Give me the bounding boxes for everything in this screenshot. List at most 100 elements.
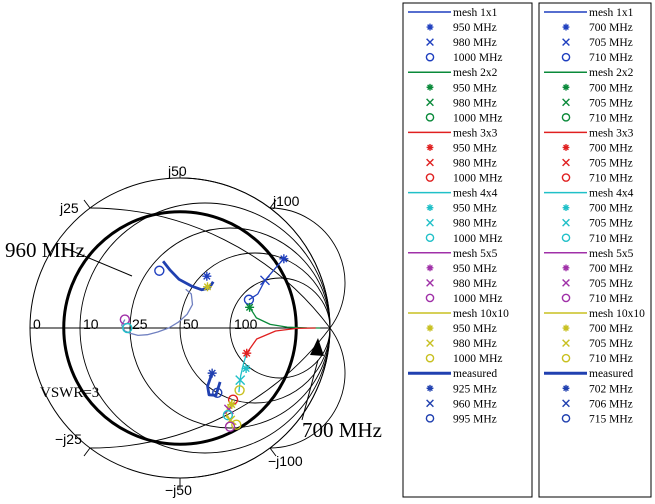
reactance-arc <box>89 207 331 329</box>
legend-marker-label: 980 MHz <box>453 97 497 109</box>
legend-marker-label: 1000 MHz <box>453 173 503 185</box>
chart-marker-14 <box>212 387 223 399</box>
legend-marker-label: 980 MHz <box>453 338 497 350</box>
legend-area: mesh 1x1 950 MHz 980 MHz 1000 MHz mesh 2x2 95… <box>402 2 652 498</box>
chart-marker-4 <box>122 322 133 334</box>
reactance-arc <box>269 327 346 449</box>
legend-marker-label: 702 MHz <box>589 383 633 395</box>
reactance-label-j25: j25 <box>59 200 79 216</box>
legend-marker-label: 710 MHz <box>589 293 633 305</box>
legend-series-name: mesh 10x10 <box>453 308 509 320</box>
legend-marker-4-0 <box>426 264 434 272</box>
reactance-tick <box>83 199 91 209</box>
chart-marker-10 <box>241 364 251 374</box>
legend-marker-3-0 <box>426 204 434 212</box>
legend-marker-label: 1000 MHz <box>453 112 503 124</box>
legend-marker-3-1 <box>426 218 434 227</box>
legend-marker-label: 700 MHz <box>589 203 633 215</box>
legend-series-name: mesh 1x1 <box>453 7 498 19</box>
legend-marker-label: 710 MHz <box>589 112 633 124</box>
trace-7 <box>206 372 222 397</box>
chart-marker-19 <box>227 400 237 410</box>
reactance-label-j100: j100 <box>272 193 300 209</box>
legend-marker-label: 925 MHz <box>453 383 497 395</box>
resistance-label-0: 0 <box>33 316 41 332</box>
legend-marker-6-0 <box>562 384 570 392</box>
legend-marker-label: 700 MHz <box>589 323 633 335</box>
legend-marker-label: 950 MHz <box>453 203 497 215</box>
legend-series-name: mesh 4x4 <box>589 188 634 200</box>
legend-marker-label: 980 MHz <box>453 278 497 290</box>
reactance-arc <box>89 327 331 449</box>
legend-series-name: mesh 3x3 <box>453 127 498 139</box>
reactance-label-j50: j50 <box>167 163 187 179</box>
marker-layer <box>119 254 289 432</box>
trace-4 <box>246 327 316 354</box>
legend-marker-label: 950 MHz <box>453 22 497 34</box>
arrow-700 <box>301 359 319 421</box>
legend-marker-3-2 <box>425 233 435 243</box>
reactance-label-minus-j50: −j50 <box>165 482 192 498</box>
legend-marker-5-0 <box>426 324 434 332</box>
legend-marker-1-0 <box>562 83 570 91</box>
legend-marker-label: 1000 MHz <box>453 52 503 64</box>
reactance-tick <box>83 447 91 457</box>
legend-marker-label: 705 MHz <box>589 338 633 350</box>
chart-marker-21 <box>224 421 236 432</box>
legend-box-1: mesh 1x1 700 MHz 705 MHz 710 MHz mesh 2x2 700… <box>538 2 652 498</box>
legend-marker-2-2 <box>425 173 435 182</box>
legend-marker-5-0 <box>562 324 570 332</box>
legend-marker-label: 705 MHz <box>589 97 633 109</box>
legend-marker-label: 1000 MHz <box>453 353 503 365</box>
legend-marker-2-2 <box>561 173 571 182</box>
legend-marker-2-1 <box>562 158 570 167</box>
legend-marker-label: 710 MHz <box>589 173 633 185</box>
legend-marker-label: 980 MHz <box>453 218 497 230</box>
legend-box-0: mesh 1x1 950 MHz 980 MHz 1000 MHz mesh 2x2 95… <box>402 2 533 498</box>
chart-marker-1 <box>154 265 165 276</box>
legend-marker-3-2 <box>561 233 571 243</box>
legend-marker-1-1 <box>426 98 434 107</box>
legend-marker-label: 980 MHz <box>453 37 497 49</box>
resistance-label-50: 50 <box>183 316 199 332</box>
legend-series-name: mesh 4x4 <box>453 188 498 200</box>
chart-marker-20 <box>231 419 242 430</box>
legend-marker-3-0 <box>562 204 570 212</box>
legend-marker-label: 950 MHz <box>453 263 497 275</box>
legend-marker-label: 700 MHz <box>589 142 633 154</box>
legend-marker-5-1 <box>426 339 434 347</box>
reactance-tick <box>269 447 277 457</box>
annotation-layer: 960 MHz 700 MHz VSWR=3 <box>5 238 382 442</box>
legend-marker-5-1 <box>562 339 570 347</box>
chart-marker-12 <box>234 385 245 396</box>
legend-marker-4-2 <box>561 293 571 303</box>
legend-marker-label: 995 MHz <box>453 413 497 425</box>
legend-series-name: mesh 2x2 <box>453 67 498 79</box>
legend-marker-6-0 <box>426 384 434 392</box>
legend-marker-0-2 <box>561 52 571 62</box>
trace-5 <box>238 353 248 393</box>
legend-series-name: measured <box>589 368 633 380</box>
chart-marker-13 <box>207 368 217 378</box>
legend-marker-label: 710 MHz <box>589 353 633 365</box>
legend-marker-label: 700 MHz <box>589 82 633 94</box>
resistance-label-100: 100 <box>234 316 258 332</box>
legend-marker-label: 1000 MHz <box>453 233 503 245</box>
chart-marker-6 <box>259 275 270 286</box>
chart-marker-17 <box>222 409 234 421</box>
legend-marker-2-0 <box>562 144 570 151</box>
legend-marker-label: 710 MHz <box>589 52 633 64</box>
legend-marker-label: 950 MHz <box>453 82 497 94</box>
legend-frame <box>538 2 652 498</box>
legend-marker-6-2 <box>425 414 435 423</box>
vswr-label: VSWR=3 <box>40 385 99 401</box>
legend-marker-label: 700 MHz <box>589 263 633 275</box>
traces <box>121 258 321 426</box>
legend-marker-label: 1000 MHz <box>453 293 503 305</box>
arrow-head-700 <box>310 338 324 356</box>
legend-marker-label: 705 MHz <box>589 37 633 49</box>
legend-series-name: mesh 5x5 <box>453 248 498 260</box>
chart-marker-9 <box>242 348 252 358</box>
chart-marker-0 <box>202 271 212 281</box>
legend-frame <box>402 2 533 498</box>
